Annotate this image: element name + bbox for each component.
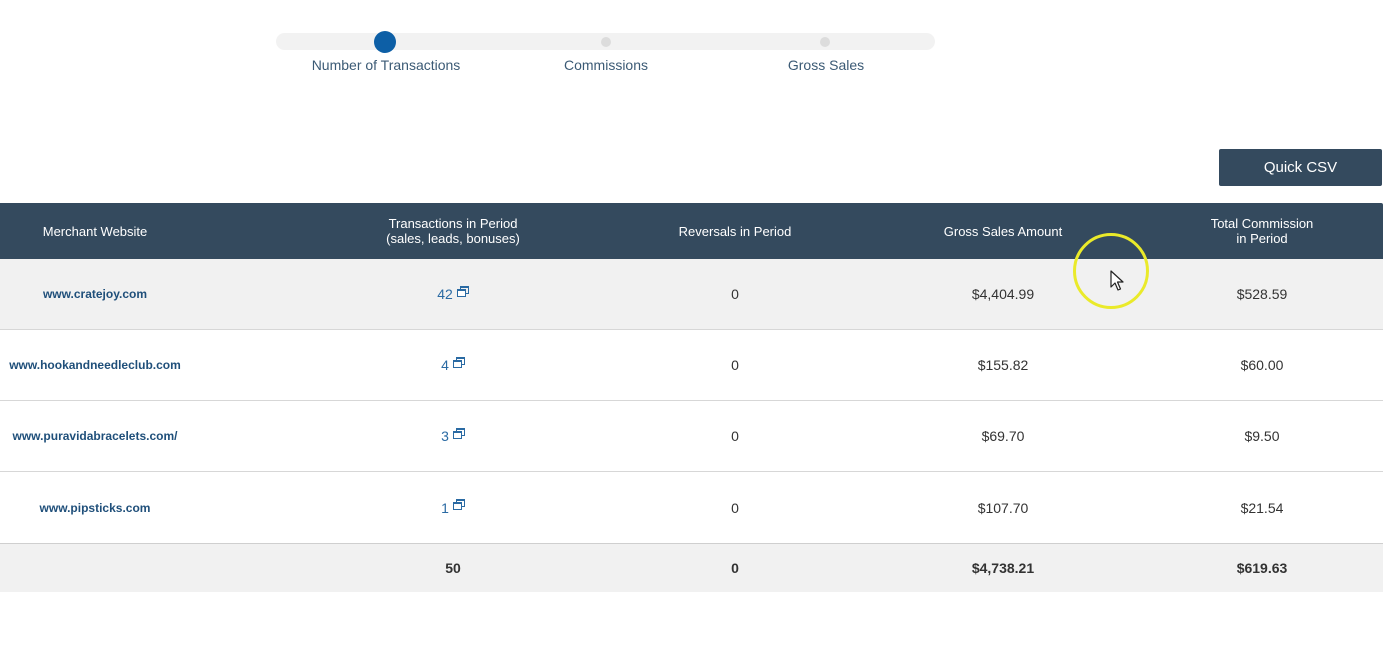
popup-window-icon[interactable]	[456, 285, 469, 297]
gross-sales-value: $155.82	[977, 357, 1029, 373]
commission-value: $528.59	[1236, 286, 1288, 302]
popup-window-icon[interactable]	[452, 356, 465, 368]
reversals-value: 0	[731, 499, 739, 516]
transactions-count: 3	[441, 428, 449, 444]
table-row: www.cratejoy.com 42 0 $4,404.99 $528.59	[0, 259, 1383, 330]
reversals-value: 0	[731, 286, 739, 302]
column-header-label: Total Commission	[1210, 216, 1314, 231]
column-header-label: Transactions in Period	[388, 216, 518, 231]
slider-step-transactions-dot[interactable]	[374, 31, 396, 53]
table-row: www.puravidabracelets.com/ 3 0 $69.70 $9…	[0, 401, 1383, 472]
column-header-sublabel: (sales, leads, bonuses)	[386, 231, 520, 246]
column-header-gross-sales[interactable]: Gross Sales Amount	[903, 203, 1103, 259]
column-header-merchant-website[interactable]: Merchant Website	[0, 203, 190, 259]
merchant-link[interactable]: www.cratejoy.com	[42, 287, 148, 301]
transactions-count: 1	[441, 499, 449, 516]
column-header-label: Reversals in Period	[678, 223, 792, 239]
transactions-count: 42	[437, 286, 453, 302]
gross-sales-value: $69.70	[981, 428, 1025, 444]
merchant-table: Merchant Website Transactions in Period …	[0, 203, 1383, 592]
slider-step-transactions-label[interactable]: Number of Transactions	[311, 57, 461, 73]
column-header-reversals[interactable]: Reversals in Period	[635, 203, 835, 259]
table-row: www.pipsticks.com 1 0 $107.70 $21.54	[0, 472, 1383, 543]
total-transactions: 50	[445, 560, 461, 576]
slider-step-commissions-dot[interactable]	[601, 37, 611, 47]
transactions-count-link[interactable]: 42	[437, 285, 469, 302]
column-header-label: Gross Sales Amount	[943, 223, 1063, 239]
merchant-link[interactable]: www.pipsticks.com	[39, 500, 151, 515]
table-row: www.hookandneedleclub.com 4 0 $155.82 $6…	[0, 330, 1383, 401]
quick-csv-button[interactable]: Quick CSV	[1219, 149, 1382, 186]
column-header-label: Merchant Website	[42, 223, 148, 239]
column-header-sublabel: in Period	[1236, 231, 1288, 246]
slider-step-commissions-label[interactable]: Commissions	[563, 57, 648, 73]
gross-sales-value: $107.70	[977, 499, 1029, 516]
commission-value: $21.54	[1240, 499, 1284, 516]
total-gross-sales: $4,738.21	[971, 560, 1035, 576]
gross-sales-value: $4,404.99	[971, 286, 1035, 302]
reversals-value: 0	[731, 428, 739, 444]
merchant-link[interactable]: www.hookandneedleclub.com	[9, 358, 181, 372]
total-reversals: 0	[731, 560, 739, 576]
column-header-transactions[interactable]: Transactions in Period (sales, leads, bo…	[353, 203, 553, 259]
popup-window-icon[interactable]	[452, 427, 465, 439]
slider-step-gross-sales-dot[interactable]	[820, 37, 830, 47]
column-header-total-commission[interactable]: Total Commission in Period	[1162, 203, 1362, 259]
transactions-count-link[interactable]: 3	[441, 427, 465, 444]
table-totals-row: 50 0 $4,738.21 $619.63	[0, 543, 1383, 592]
reversals-value: 0	[731, 357, 739, 373]
table-header-row: Merchant Website Transactions in Period …	[0, 203, 1383, 259]
merchant-link[interactable]: www.puravidabracelets.com/	[12, 429, 178, 443]
transactions-count-link[interactable]: 1	[441, 499, 465, 516]
transactions-count: 4	[441, 357, 449, 373]
slider-step-gross-sales-label[interactable]: Gross Sales	[787, 57, 865, 73]
total-commission: $619.63	[1236, 560, 1288, 576]
transactions-count-link[interactable]: 4	[441, 356, 465, 373]
commission-value: $9.50	[1244, 428, 1280, 444]
commission-value: $60.00	[1240, 357, 1284, 373]
popup-window-icon[interactable]	[452, 499, 465, 510]
